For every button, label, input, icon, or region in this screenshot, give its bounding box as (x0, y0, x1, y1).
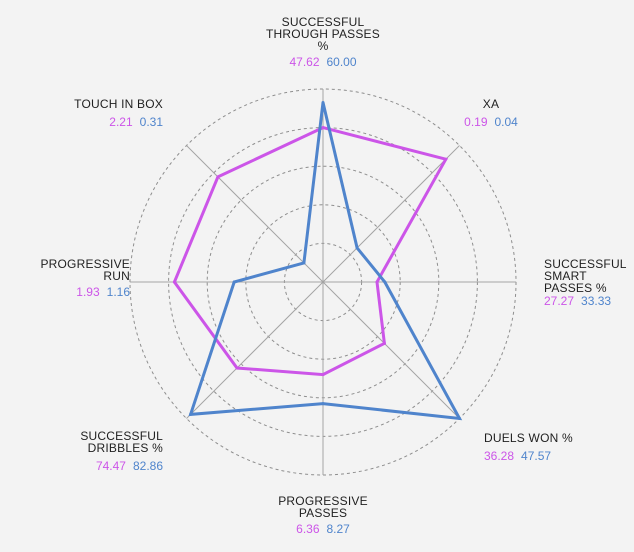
series-1-point-1 (355, 246, 359, 250)
series-1-point-4 (321, 402, 325, 406)
series-0-point-4 (321, 373, 325, 377)
axis-label-4-line-1: PASSES (299, 506, 347, 520)
axis-label-0-line-1: THROUGH PASSES (266, 27, 380, 41)
axis-label-2-line-2: PASSES % (544, 281, 607, 295)
axis-label-5-line-1: DRIBBLES % (88, 441, 163, 455)
series-1-point-2 (383, 280, 387, 284)
axis-spoke-3 (322, 281, 460, 419)
axis-values-7: 2.21 0.31 (109, 115, 163, 129)
radar-series (172, 101, 463, 421)
value-series-1-axis-0: 60.00 (327, 55, 357, 69)
axis-values-5: 74.47 82.86 (96, 459, 163, 473)
axis-spoke-5 (186, 281, 324, 419)
series-1-point-7 (302, 261, 306, 265)
series-0-point-7 (216, 175, 220, 179)
axis-label-2-line-1: SMART (544, 269, 587, 283)
axis-label-6-line-0: PROGRESSIVE (40, 257, 130, 271)
axis-label-0-line-0: SUCCESSFUL (282, 15, 365, 29)
series-0-point-2 (375, 280, 379, 284)
series-1-point-5 (189, 412, 193, 416)
axis-label-2-line-0: SUCCESSFUL (544, 257, 627, 271)
value-series-1-axis-1: 0.04 (495, 115, 519, 129)
axis-label-group-3: DUELS WON % 36.28 47.57 (484, 431, 573, 463)
axis-values-3: 36.28 47.57 (484, 449, 551, 463)
axis-label-0-line-2: % (318, 39, 329, 53)
series-1-point-3 (458, 417, 461, 420)
radar-spokes (130, 89, 516, 475)
axis-label-3-line-0: DUELS WON % (484, 431, 573, 445)
series-0-point-5 (235, 366, 239, 370)
value-series-0-axis-4: 6.36 (296, 522, 320, 536)
value-series-1-axis-7: 0.31 (140, 115, 164, 129)
axis-values-4: 6.36 8.27 (296, 522, 350, 536)
axis-values-6: 1.93 1.16 (76, 285, 130, 299)
series-0-point-1 (444, 157, 448, 161)
axis-label-group-7: TOUCH IN BOX 2.21 0.31 (74, 97, 163, 129)
value-series-0-axis-5: 74.47 (96, 459, 126, 473)
series-1-point-0 (321, 101, 325, 104)
axis-values-1: 0.19 0.04 (464, 115, 518, 129)
value-series-1-axis-4: 8.27 (327, 522, 351, 536)
value-series-0-axis-3: 36.28 (484, 449, 514, 463)
value-series-1-axis-3: 47.57 (521, 449, 551, 463)
axis-label-group-1: XA 0.19 0.04 (464, 97, 518, 129)
axis-label-1-line-0: XA (483, 97, 499, 111)
value-series-1-axis-5: 82.86 (133, 459, 163, 473)
value-series-0-axis-7: 2.21 (109, 115, 133, 129)
axis-spoke-1 (322, 145, 460, 283)
series-0-point-3 (382, 341, 386, 345)
axis-values-2: 27.27 33.33 (544, 294, 611, 308)
axis-values-0: 47.62 60.00 (289, 55, 356, 69)
series-0-point-0 (321, 126, 325, 130)
value-series-1-axis-2: 33.33 (581, 294, 611, 308)
axis-label-6-line-1: RUN (103, 269, 130, 283)
value-series-1-axis-6: 1.16 (107, 285, 131, 299)
value-series-0-axis-2: 27.27 (544, 294, 574, 308)
value-series-0-axis-6: 1.93 (76, 285, 100, 299)
series-0-point-6 (172, 280, 176, 284)
axis-label-7-line-0: TOUCH IN BOX (74, 97, 163, 111)
value-series-0-axis-0: 47.62 (289, 55, 319, 69)
axis-label-4-line-0: PROGRESSIVE (278, 494, 368, 508)
axis-spoke-7 (186, 145, 324, 283)
axis-label-5-line-0: SUCCESSFUL (80, 429, 163, 443)
value-series-0-axis-1: 0.19 (464, 115, 488, 129)
series-1-point-6 (232, 280, 236, 284)
series-1-polygon (188, 102, 463, 421)
